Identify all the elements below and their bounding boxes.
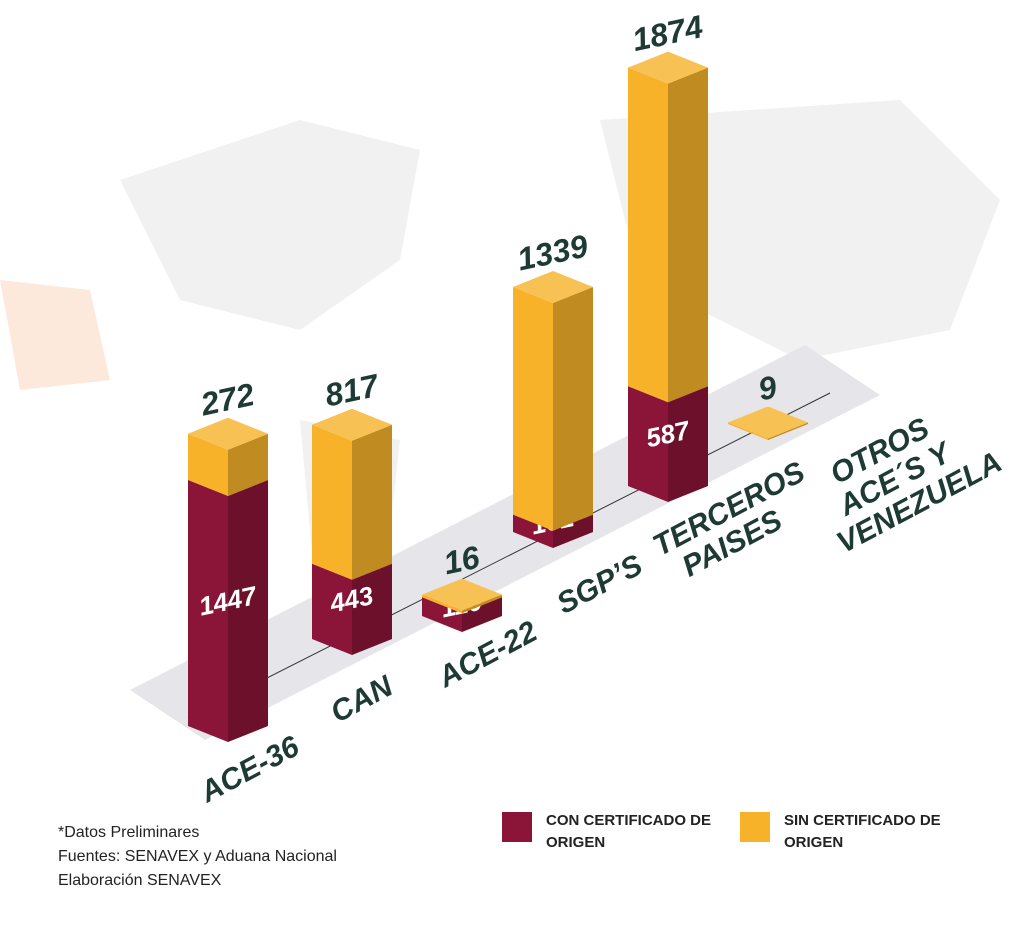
bar-face-right-shade <box>228 433 268 497</box>
bar-face-right <box>352 424 392 580</box>
bar-face-top-light <box>513 271 593 304</box>
bar-face-right <box>553 287 593 531</box>
legend-label: SIN CERTIFICADO DE ORIGEN <box>784 812 941 851</box>
legend-label: CON CERTIFICADO DE ORIGEN <box>546 812 711 851</box>
footnote: Elaboración SENAVEX <box>58 872 222 889</box>
bar-face-right-shade <box>352 563 392 655</box>
bar-face-right-shade <box>462 594 502 614</box>
bar-face-top-light <box>422 578 502 611</box>
bar-face-top <box>422 578 502 611</box>
bar-face-left <box>422 597 462 632</box>
bar-face-left <box>422 594 462 614</box>
bar-face-right <box>228 480 268 742</box>
bar-face-left <box>628 386 668 502</box>
bar-face-right <box>668 386 708 502</box>
value-label: 1874 <box>629 8 706 58</box>
bar-face-right <box>668 67 708 403</box>
base-line <box>187 392 831 719</box>
bar-face-left <box>513 287 553 531</box>
value-label: 1339 <box>514 227 591 277</box>
bar-face-right-shade <box>462 597 502 632</box>
bar-face-left <box>728 422 768 440</box>
bar-face-left <box>312 563 352 655</box>
bar-face-right <box>462 594 502 614</box>
footnote: *Datos Preliminares <box>58 824 200 841</box>
continent <box>120 120 420 330</box>
bar-face-right <box>228 433 268 497</box>
bar-face-top <box>188 417 268 450</box>
bar-segment <box>422 578 502 614</box>
bar-segment <box>312 408 392 580</box>
bar-segment <box>513 271 593 531</box>
value-label: 817 <box>322 367 384 414</box>
bar-face-top <box>312 408 392 441</box>
continent <box>0 280 110 390</box>
bar-face-right-shade <box>668 67 708 403</box>
bar-face-top <box>513 271 593 304</box>
bar-face-right-shade <box>352 424 392 580</box>
bar-face-top-light <box>312 408 392 441</box>
bar-face-right <box>352 563 392 655</box>
bar-face-right-shade <box>553 514 593 548</box>
footnote: Fuentes: SENAVEX y Aduana Nacional <box>58 848 337 865</box>
legend-swatch <box>740 812 770 842</box>
bar-face-right-shade <box>553 287 593 531</box>
bar-face-left <box>513 514 553 548</box>
bar-segment <box>188 417 268 497</box>
bar-face-left <box>188 433 228 497</box>
bar-face-right <box>462 597 502 632</box>
bar-face-right <box>768 422 808 440</box>
bar-face-left <box>188 480 228 742</box>
value-label: 272 <box>197 376 258 423</box>
value-label: 16 <box>440 539 482 582</box>
bar-face-right-shade <box>668 386 708 502</box>
bar-face-left <box>312 424 352 580</box>
bar-face-top-light <box>188 417 268 450</box>
bar-face-right-shade <box>228 480 268 742</box>
bar-face-top <box>728 406 808 439</box>
legend-swatch <box>502 812 532 842</box>
bar-face-top <box>628 51 708 84</box>
bar-face-top-light <box>728 406 808 439</box>
bar-face-top-light <box>628 51 708 84</box>
bar-segment <box>628 51 708 403</box>
bar-face-left <box>628 67 668 403</box>
bar-face-right-shade <box>768 422 808 440</box>
bar-segment <box>728 406 808 440</box>
bar-face-right <box>553 514 593 548</box>
